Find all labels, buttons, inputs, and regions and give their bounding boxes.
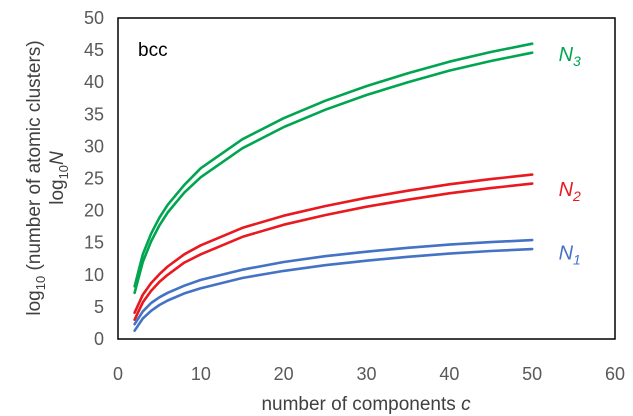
y-tick-label: 5 (94, 297, 104, 317)
y-tick-label: 0 (94, 329, 104, 349)
series-line-n2-lower (133, 182, 534, 322)
x-tick-label: 30 (356, 364, 376, 384)
series-line-n1-lower (133, 247, 534, 333)
y-tick-labels: 0 5 10 15 20 25 30 35 40 45 50 (84, 8, 104, 349)
y-tick-label: 50 (84, 8, 104, 28)
series-label-n1: N1 (559, 243, 581, 268)
x-axis-title-text: number of components (261, 394, 455, 415)
y-axis-title-line2: log10N (47, 151, 71, 205)
x-tick-label: 60 (605, 364, 625, 384)
y-axis-title-line1: log10 (number of atomic clusters) (24, 40, 48, 315)
y-tick-label: 15 (84, 233, 104, 253)
plot-frame (117, 17, 616, 340)
x-axis-title-variable: c (461, 394, 471, 415)
y-tick-label: 35 (84, 104, 104, 124)
series-line-n3-lower (133, 51, 534, 295)
x-tick-label: 20 (274, 364, 294, 384)
y-axis-title-line2-variable: N (47, 151, 68, 165)
series-label-n3: N3 (559, 44, 581, 69)
y-axis-title-line1-sub: 10 (33, 276, 48, 290)
y-tick-label: 45 (84, 40, 104, 60)
series-label-n2: N2 (559, 179, 581, 204)
y-tick-label: 40 (84, 72, 104, 92)
x-axis-title: number of components c (261, 394, 471, 415)
y-tick-label: 10 (84, 265, 104, 285)
y-axis-title-line2-sub: 10 (56, 165, 71, 179)
series-lines (133, 42, 534, 333)
x-tick-label: 10 (191, 364, 211, 384)
y-tick-label: 30 (84, 136, 104, 156)
series-line-n2-upper (133, 173, 534, 315)
x-tick-label: 0 (113, 364, 123, 384)
x-tick-labels: 0 10 20 30 40 50 60 (113, 364, 625, 384)
annotation-bcc: bcc (138, 40, 168, 61)
y-axis-title-line1-rest: (number of atomic clusters) (24, 40, 45, 275)
y-tick-label: 25 (84, 169, 104, 189)
y-tick-label: 20 (84, 201, 104, 221)
x-tick-label: 50 (522, 364, 542, 384)
series-labels: N3 N2 N1 (559, 44, 581, 267)
series-line-n1-upper (133, 238, 534, 326)
y-axis-title-line1-log: log (24, 290, 45, 315)
y-axis-title-line2-log: log (47, 179, 68, 204)
series-line-n3-upper (133, 42, 534, 288)
x-tick-label: 40 (439, 364, 459, 384)
